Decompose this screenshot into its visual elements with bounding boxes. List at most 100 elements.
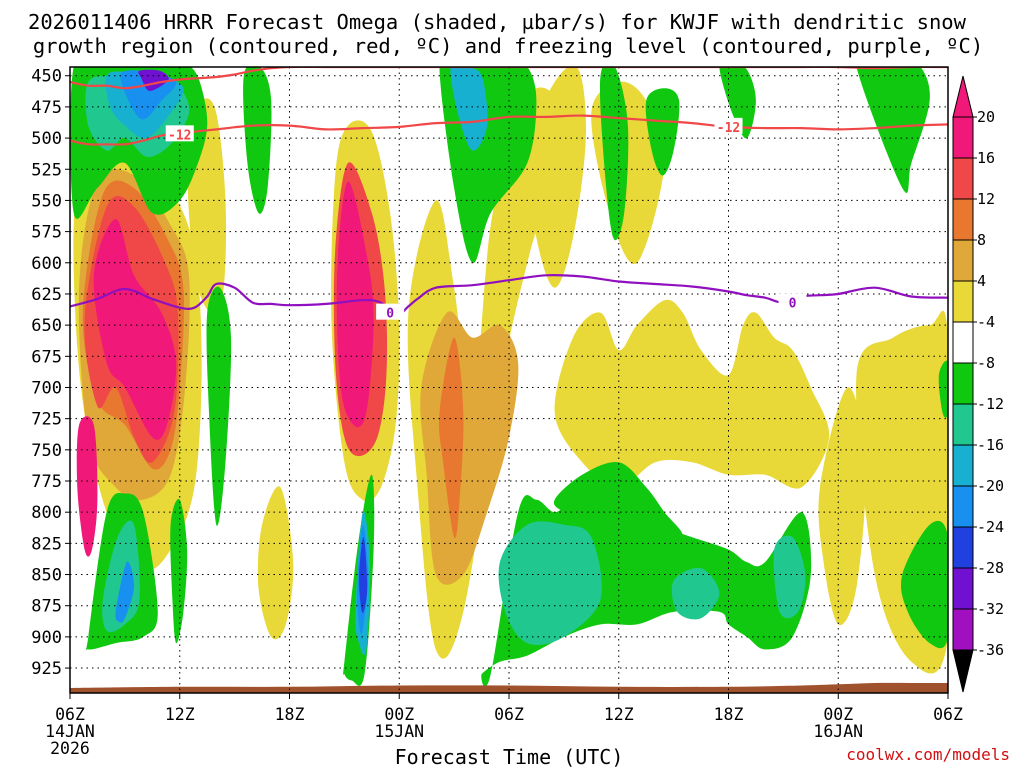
omega-region <box>257 486 294 640</box>
colorbar: 20 16 12 8 4 -4 -8 -12 -16 -20 -24 -28 -32 -36 <box>952 75 1004 693</box>
x-tick-date: 16JAN <box>813 722 863 741</box>
colorbar-label: -20 <box>977 477 1004 495</box>
y-tick-label: 600 <box>31 254 62 274</box>
grid-layer <box>70 67 948 693</box>
y-tick-label: 575 <box>31 223 62 243</box>
colorbar-label: -24 <box>977 518 1004 536</box>
omega-region <box>243 67 272 214</box>
omega-region <box>856 67 930 193</box>
colorbar-bin <box>952 362 974 405</box>
terrain-fill <box>70 682 948 693</box>
omega-region <box>526 67 586 288</box>
freezing-level-label: 0 <box>789 297 797 312</box>
omega-region <box>336 181 374 428</box>
colorbar-label: -32 <box>977 600 1004 618</box>
colorbar-label: 8 <box>977 231 986 249</box>
colorbar-label: 12 <box>977 190 995 208</box>
colorbar-bin <box>952 157 974 200</box>
omega-region <box>553 461 683 550</box>
colorbar-label: -8 <box>977 354 995 372</box>
x-tick-label: 18Z <box>275 705 305 724</box>
x-tick-label: 06Z <box>494 705 524 724</box>
colorbar-bin <box>952 198 974 241</box>
y-tick-label: 675 <box>31 347 62 367</box>
colorbar-label: -36 <box>977 641 1004 659</box>
omega-region <box>645 88 680 176</box>
omega-region <box>498 521 602 645</box>
colorbar-bin <box>952 321 974 364</box>
colorbar-bin <box>952 444 974 487</box>
omega-region <box>76 416 98 557</box>
omega-region <box>450 67 488 151</box>
omega-region <box>900 520 948 649</box>
x-tick-label: 12Z <box>165 705 195 724</box>
plot-area: -12 -12 0 0 <box>69 66 949 694</box>
omega-region <box>554 299 830 489</box>
omega-region <box>170 498 188 644</box>
x-tick-year: 2026 <box>50 739 90 758</box>
freezing-level-label-bg <box>376 303 405 320</box>
y-tick-label: 925 <box>31 659 62 679</box>
x-tick-date: 14JAN <box>45 722 95 741</box>
x-axis-label: Forecast Time (UTC) <box>395 745 624 768</box>
terrain-layer <box>70 682 948 693</box>
freezing-level-label-bg <box>778 293 807 310</box>
colorbar-bottom-arrow <box>952 649 974 693</box>
contour-lines: -12 -12 0 0 <box>70 67 948 322</box>
x-tick-date: 15JAN <box>374 722 424 741</box>
colorbar-bin <box>952 403 974 446</box>
colorbar-label: -16 <box>977 436 1004 454</box>
y-tick-label: 875 <box>31 597 62 617</box>
y-tick-label: 625 <box>31 285 62 305</box>
dendritic-upper-label-bg <box>165 125 194 142</box>
y-tick-label: 525 <box>31 160 62 180</box>
colorbar-label: 16 <box>977 149 995 167</box>
x-tick-label: 18Z <box>714 705 744 724</box>
dendritic-upper-line <box>70 114 948 146</box>
omega-region <box>93 219 177 440</box>
colorbar-label: 20 <box>977 108 995 126</box>
colorbar-bin <box>952 485 974 528</box>
y-tick-label: 475 <box>31 98 62 118</box>
chart-title-line-1: 2026011406 HRRR Forecast Omega (shaded, … <box>28 10 967 34</box>
colorbar-bin <box>952 239 974 282</box>
y-tick-label: 450 <box>31 67 62 87</box>
x-tick-label: 06Z <box>55 705 85 724</box>
y-tick-label: 550 <box>31 191 62 211</box>
colorbar-bin <box>952 116 974 159</box>
x-tick-label: 06Z <box>933 705 963 724</box>
dendritic-lower-line <box>70 67 948 90</box>
dendritic-upper-label: -12 <box>717 121 740 136</box>
dendritic-upper-label-bg <box>714 117 743 134</box>
y-tick-label: 725 <box>31 410 62 430</box>
omega-region <box>358 536 368 614</box>
x-tick-label: 00Z <box>823 705 853 724</box>
colorbar-bin <box>952 526 974 569</box>
y-tick-label: 775 <box>31 472 62 492</box>
colorbar-bin <box>952 280 974 323</box>
omega-region <box>206 286 232 526</box>
chart-title-line-2: growth region (contoured, red, ºC) and f… <box>33 34 983 58</box>
omega-region <box>599 67 629 241</box>
colorbar-label: -28 <box>977 559 1004 577</box>
y-tick-label: 700 <box>31 378 62 398</box>
y-tick-label: 500 <box>31 129 62 149</box>
omega-region <box>115 561 135 623</box>
y-tick-label: 750 <box>31 441 62 461</box>
omega-region <box>773 535 806 619</box>
pressure-axis: 450 475 500 525 550 575 600 625 650 675 700 725 750 7… <box>31 67 70 679</box>
y-tick-label: 800 <box>31 503 62 523</box>
omega-region <box>102 520 140 633</box>
colorbar-label: -4 <box>977 313 995 331</box>
colorbar-label: -12 <box>977 395 1004 413</box>
colorbar-label: 4 <box>977 272 986 290</box>
y-tick-label: 900 <box>31 628 62 648</box>
credit-text[interactable]: coolwx.com/models <box>846 745 1010 764</box>
x-tick-label: 00Z <box>384 705 414 724</box>
y-tick-label: 825 <box>31 534 62 554</box>
x-tick-label: 12Z <box>604 705 634 724</box>
omega-region <box>818 387 866 626</box>
colorbar-bin <box>952 567 974 610</box>
